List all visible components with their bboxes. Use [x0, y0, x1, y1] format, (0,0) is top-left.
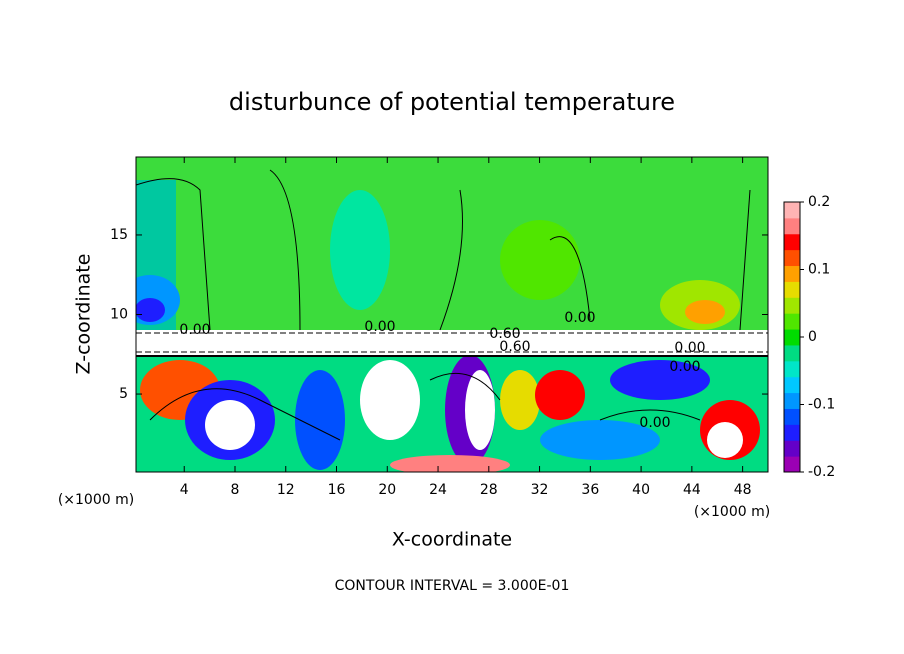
contour-label: 0.60 [499, 339, 530, 355]
colorbar-segment [784, 440, 800, 457]
colorbar-segment [784, 297, 800, 314]
x-tick-label: 44 [683, 482, 701, 498]
y-axis-label: Z-coordinate [73, 254, 95, 375]
colorbar-segment [784, 456, 800, 473]
x-tick-label: 36 [581, 482, 599, 498]
contour-label: 0.60 [489, 326, 520, 342]
y-tick-label: 5 [119, 386, 128, 402]
x-unit-label: (×1000 m) [694, 504, 770, 520]
colorbar-tick-label: 0.1 [808, 262, 830, 278]
colorbar-segment [784, 360, 800, 378]
y-tick-label: 15 [110, 227, 128, 243]
colorbar-segment [784, 249, 800, 267]
contour-label: 0.00 [179, 322, 210, 338]
colorbar-segment [784, 344, 800, 362]
chart-title: disturbunce of potential temperature [229, 88, 675, 116]
footer: CONTOUR INTERVAL = 3.000E-01 [335, 578, 570, 594]
y-tick-label: 10 [110, 307, 128, 323]
y-unit-label: (×1000 m) [58, 492, 134, 508]
x-tick-label: 32 [531, 482, 549, 498]
colorbar-segment [784, 281, 800, 298]
colorbar-segment [784, 392, 800, 409]
x-tick-label: 24 [429, 482, 447, 498]
x-tick-label: 16 [328, 482, 346, 498]
contour-label: 0.00 [674, 340, 705, 356]
colorbar-tick-label: 0 [808, 329, 817, 345]
x-tick-label: 40 [632, 482, 650, 498]
colorbar-segment [784, 233, 800, 251]
colorbar-segment [784, 376, 800, 394]
colorbar-segment [784, 217, 800, 235]
contour-label: 0.00 [669, 359, 700, 375]
colorbar-segment [784, 329, 800, 346]
colorbar-segment [784, 202, 800, 219]
colorbar-segment [784, 408, 800, 425]
field [136, 157, 768, 472]
contour-label: 0.00 [564, 310, 595, 326]
x-tick-label: 4 [180, 482, 189, 498]
x-tick-label: 20 [378, 482, 396, 498]
contour-label: 0.00 [364, 319, 395, 335]
colorbar-segment [784, 313, 800, 330]
x-tick-label: 12 [277, 482, 295, 498]
colorbar-segment [784, 265, 800, 282]
colorbar-tick-label: -0.1 [808, 397, 835, 413]
colorbar-segment [784, 424, 800, 441]
contour-label: 0.00 [639, 415, 670, 431]
colorbar-tick-label: -0.2 [808, 464, 835, 480]
x-tick-label: 8 [231, 482, 240, 498]
colorbar-tick-label: 0.2 [808, 194, 830, 210]
x-tick-label: 28 [480, 482, 498, 498]
x-axis-label: X-coordinate [392, 529, 512, 551]
x-tick-label: 48 [734, 482, 752, 498]
